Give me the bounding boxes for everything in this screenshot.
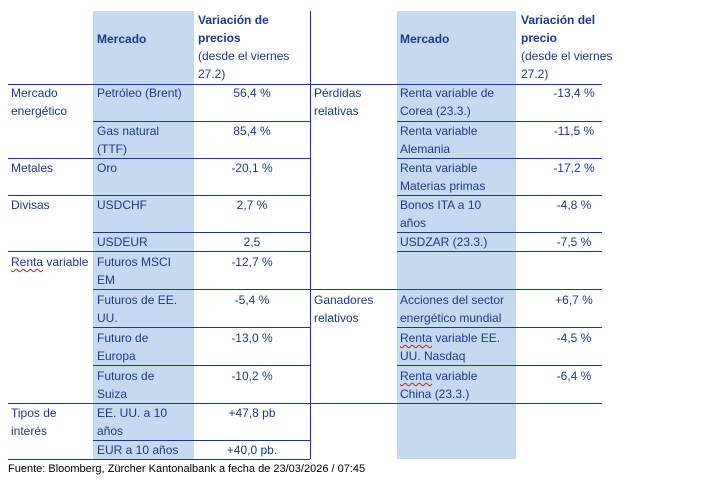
- market-name: Futuros MSCI EM: [97, 255, 172, 287]
- market-name: EE. UU. a 10 años: [97, 406, 168, 438]
- change-value: -17,2 %: [553, 161, 595, 175]
- change-value: -4,5 %: [556, 331, 592, 345]
- row-rule: [93, 232, 310, 233]
- change-value: -10,2 %: [231, 369, 273, 383]
- left-header-change: Variación de precios: [198, 13, 269, 45]
- group-losers: Pérdidas relativas: [314, 86, 362, 118]
- market-name: EUR a 10 años: [97, 443, 179, 457]
- market-name-line1: Renta variable de: [400, 86, 495, 100]
- market-name-line2: Alemania: [400, 142, 451, 156]
- change-value: 2,7 %: [236, 198, 268, 212]
- market-name-first-word: Renta: [400, 369, 433, 383]
- market-name-line1: Renta variable EE.: [400, 329, 500, 347]
- change-value: +6,7 %: [555, 293, 593, 307]
- market-name-line1: Renta variable: [400, 124, 478, 138]
- change-value: -6,4 %: [556, 369, 592, 383]
- row-rule: [8, 158, 310, 159]
- market-name-rest: variable EE.: [432, 331, 501, 345]
- market-name-line1: USDZAR (23.3.): [400, 235, 488, 249]
- category-energy: Mercado energético: [11, 86, 68, 118]
- row-rule: [8, 195, 310, 196]
- row-rule: [93, 327, 310, 328]
- market-name: USDEUR: [97, 235, 148, 249]
- table-separator: [310, 11, 311, 459]
- market-name: Futuros de EE. UU.: [97, 293, 178, 325]
- change-value: -11,5 %: [553, 124, 595, 138]
- row-rule: [397, 158, 602, 159]
- change-value: -20,1 %: [231, 161, 273, 175]
- change-value: +40,0 pb.: [226, 443, 278, 457]
- market-name-line2: energético mundial: [400, 311, 502, 325]
- market-name: Futuro de Europa: [97, 331, 149, 363]
- change-value: 85,4 %: [233, 124, 271, 138]
- market-name-rest: variable: [432, 369, 478, 383]
- market-name-line2: UU. Nasdaq: [400, 349, 466, 363]
- right-header-note: (desde el viernes 27.2): [521, 49, 613, 81]
- row-rule: [311, 289, 602, 290]
- market-name: Gas natural (TTF): [97, 124, 160, 156]
- market-name-line2: años: [400, 216, 427, 230]
- group-winners: Ganadores relativos: [314, 293, 374, 325]
- market-name: Futuros de Suiza: [97, 369, 155, 401]
- row-rule: [311, 84, 602, 85]
- left-market-column-shading: [93, 11, 194, 459]
- change-value: -7,5 %: [556, 235, 592, 249]
- category-rates: Tipos de interés: [11, 406, 57, 438]
- change-value: 56,4 %: [233, 86, 271, 100]
- change-value: 2,5: [243, 235, 261, 249]
- row-rule: [311, 403, 602, 404]
- row-rule: [8, 459, 310, 460]
- change-value: -12,7 %: [231, 255, 273, 269]
- market-name-line1: Bonos ITA a 10: [400, 198, 482, 212]
- left-header-market: Mercado: [97, 32, 147, 46]
- change-value: -4,8 %: [556, 198, 592, 212]
- category-equities: Renta variable: [11, 255, 89, 269]
- row-rule: [8, 251, 310, 252]
- row-rule: [397, 251, 602, 252]
- category-equities-first-word: Renta: [11, 255, 44, 269]
- row-rule: [397, 365, 602, 366]
- market-name-line1: Acciones del sector: [400, 293, 505, 307]
- change-value: +47,8 pb: [228, 406, 276, 420]
- market-name-line1: Renta variable: [400, 367, 477, 385]
- row-rule: [93, 440, 310, 441]
- row-rule: [397, 327, 602, 328]
- category-metals: Metales: [11, 161, 54, 175]
- change-value: -13,0 %: [231, 331, 273, 345]
- change-value: -13,4 %: [553, 86, 595, 100]
- row-rule: [93, 365, 310, 366]
- row-rule: [8, 403, 310, 404]
- row-rule: [93, 121, 310, 122]
- category-fx: Divisas: [11, 198, 50, 212]
- market-name-line2: Corea (23.3.): [400, 104, 471, 118]
- row-rule: [8, 84, 310, 85]
- right-market-column-shading: [397, 11, 516, 459]
- right-header-change: Variación del precio: [521, 13, 596, 45]
- row-rule: [93, 289, 310, 290]
- right-header-market: Mercado: [400, 32, 450, 46]
- market-name: Petróleo (Brent): [97, 86, 182, 100]
- market-name: USDCHF: [97, 198, 147, 212]
- left-header-note: (desde el viernes 27.2): [198, 49, 290, 81]
- row-rule: [397, 232, 602, 233]
- market-name-line2: Materias primas: [400, 179, 486, 193]
- source-note: Fuente: Bloomberg, Zürcher Kantonalbank …: [8, 463, 366, 475]
- row-rule: [397, 121, 602, 122]
- row-rule: [397, 195, 602, 196]
- market-name-line2: China (23.3.): [400, 387, 470, 401]
- market-name: Oro: [97, 161, 118, 175]
- market-name-first-word: Renta: [400, 331, 433, 345]
- change-value: -5,4 %: [234, 293, 270, 307]
- market-name-line1: Renta variable: [400, 161, 478, 175]
